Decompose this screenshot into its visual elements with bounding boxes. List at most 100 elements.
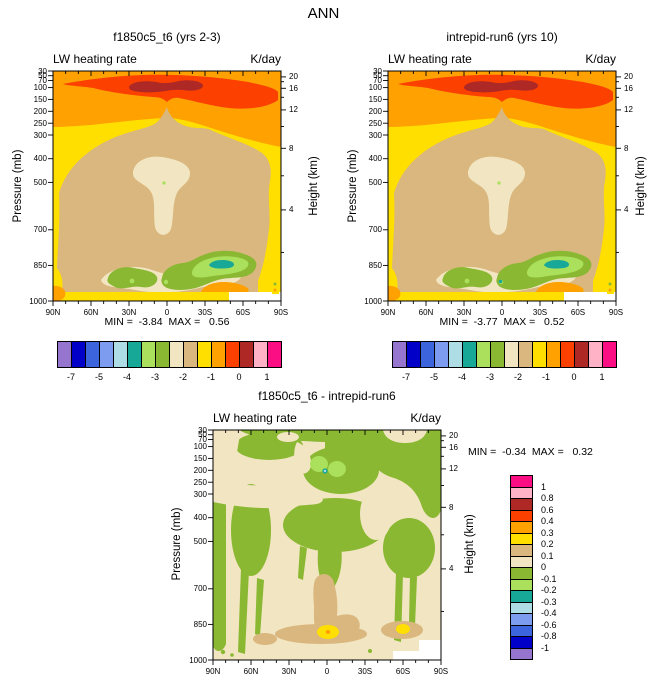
- height-tick-label: 8: [624, 143, 629, 153]
- colorbar-cell: [57, 341, 72, 368]
- colorbar-cell: [253, 341, 268, 368]
- colorbar-tick-label: -1: [541, 642, 550, 653]
- height-tick-label: 4: [624, 205, 629, 215]
- height-axis-label: Height (km): [635, 156, 647, 216]
- pressure-tick-label: 100: [193, 442, 207, 452]
- page-title: ANN: [307, 5, 340, 22]
- colorbar-tick-label: -3: [150, 372, 159, 382]
- pressure-tick-label: 700: [193, 584, 207, 594]
- pressure-tick-label: 50: [373, 71, 382, 81]
- colorbar-tick-label: 0: [541, 562, 547, 572]
- minmax-label-diff: MIN = -0.34 MAX = 0.32: [468, 446, 593, 458]
- colorbar-tick-label: -5: [94, 372, 103, 382]
- height-axis-label: Height (km): [464, 514, 476, 574]
- colorbar-tick-label: 0.8: [541, 493, 554, 503]
- colorbar-cell: [406, 341, 421, 368]
- colorbar-cell: [462, 341, 477, 368]
- colorbar-cell: [532, 341, 547, 368]
- units-label: K/day: [410, 411, 441, 425]
- colorbar-cell: [574, 341, 589, 368]
- panel-title-case1: f1850c5_t6 (yrs 2-3): [113, 30, 221, 44]
- colorbar-tick-label: -0.8: [541, 631, 557, 641]
- lat-tick-label: 30S: [197, 308, 213, 317]
- lat-tick-label: 0: [324, 667, 330, 676]
- pressure-tick-label: 850: [33, 260, 47, 270]
- colorbar-cell: [197, 341, 212, 368]
- lat-tick-label: 90N: [380, 308, 396, 317]
- pressure-tick-label: 70: [38, 76, 47, 85]
- colorbar-cell: [420, 341, 435, 368]
- lat-tick-label: 90S: [433, 667, 449, 676]
- colorbar-cell: [504, 341, 519, 368]
- colorbar-tick-label: 0.6: [541, 504, 554, 515]
- colorbar-cell: [602, 341, 617, 368]
- lat-tick-label: 0: [164, 308, 170, 317]
- height-tick-label: 12: [289, 105, 298, 115]
- pressure-tick-label: 70: [373, 76, 382, 85]
- pressure-tick-label: 1000: [189, 655, 207, 665]
- pressure-tick-label: 150: [193, 453, 207, 463]
- colorbar-cell: [490, 341, 505, 368]
- lat-tick-label: 0: [499, 308, 505, 317]
- colorbar-cell: [239, 341, 254, 368]
- pressure-tick-label: 30: [198, 425, 207, 435]
- field-label: LW heating rate: [388, 52, 472, 66]
- height-tick-label: 8: [449, 502, 454, 512]
- pressure-tick-label: 200: [193, 465, 207, 475]
- height-tick-label: 16: [624, 83, 633, 93]
- colorbar-cell: [169, 341, 184, 368]
- colorbar-cell: [113, 341, 128, 368]
- panel-subtitle-row: LW heating rate K/day: [53, 52, 281, 66]
- lat-tick-label: 90N: [45, 308, 61, 317]
- colorbar-cell: [448, 341, 463, 368]
- height-tick-label: 4: [289, 205, 294, 215]
- colorbar-tick-label: 0.2: [541, 539, 554, 549]
- height-tick-label: 12: [449, 464, 458, 474]
- pressure-tick-label: 50: [38, 71, 47, 81]
- colorbar-tick-label: -1: [206, 372, 215, 382]
- pressure-tick-label: 70: [198, 435, 207, 444]
- colorbar-cell: [141, 341, 156, 368]
- pressure-tick-label: 500: [368, 177, 382, 187]
- lat-tick-label: 30N: [121, 308, 137, 317]
- pressure-tick-label: 100: [368, 83, 382, 93]
- lat-tick-label: 60S: [570, 308, 586, 317]
- lat-tick-label: 30N: [281, 667, 297, 676]
- pressure-tick-label: 300: [193, 489, 207, 499]
- colorbar-tick-label: -2: [178, 372, 187, 382]
- pressure-tick-label: 30: [373, 66, 382, 76]
- pressure-tick-label: 150: [368, 94, 382, 104]
- colorbar-tick-label: -0.6: [541, 619, 557, 630]
- colorbar-cell: [392, 341, 407, 368]
- lat-tick-label: 60S: [395, 667, 411, 676]
- pressure-tick-label: 400: [33, 154, 47, 164]
- pressure-tick-label: 300: [33, 130, 47, 140]
- pressure-tick-label: 250: [33, 118, 47, 128]
- colorbar-tick-label: 1: [599, 372, 605, 382]
- pressure-tick-label: 700: [368, 225, 382, 235]
- height-tick-label: 8: [289, 143, 294, 153]
- pressure-tick-label: 100: [33, 83, 47, 93]
- height-tick-label: 12: [624, 105, 633, 115]
- lat-tick-label: 60N: [83, 308, 99, 317]
- lat-tick-label: 90N: [205, 667, 221, 676]
- colorbar-cell: [510, 647, 533, 660]
- panel-subtitle-row: LW heating rate K/day: [213, 411, 441, 425]
- colorbar-tick-label: -0.4: [541, 608, 557, 618]
- colorbar-tick-label: -0.3: [541, 596, 557, 607]
- lat-tick-label: 60N: [243, 667, 259, 676]
- pressure-tick-label: 150: [33, 94, 47, 104]
- pressure-tick-label: 300: [368, 130, 382, 140]
- colorbar-cell: [518, 341, 533, 368]
- pressure-tick-label: 400: [368, 154, 382, 164]
- colorbar-tick-label: 0: [236, 372, 242, 382]
- height-tick-label: 20: [289, 72, 298, 82]
- pressure-tick-label: 500: [193, 536, 207, 546]
- pressure-tick-label: 50: [198, 430, 207, 440]
- panel-title-case2: intrepid-run6 (yrs 10): [446, 30, 558, 44]
- lat-tick-label: 30S: [532, 308, 548, 317]
- panel-subtitle-row: LW heating rate K/day: [388, 52, 616, 66]
- pressure-tick-label: 400: [193, 513, 207, 523]
- colorbar-tick-label: 0.1: [541, 550, 554, 561]
